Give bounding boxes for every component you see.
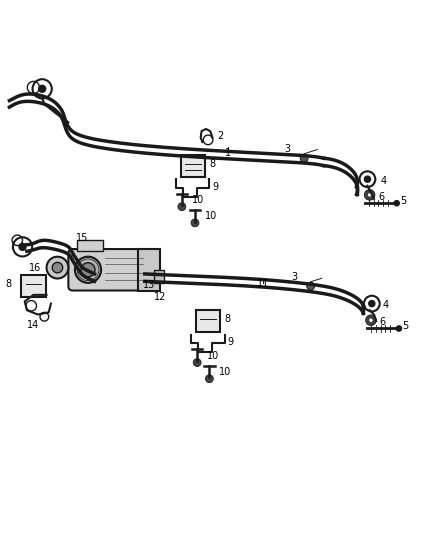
- Text: 9: 9: [228, 337, 234, 347]
- FancyBboxPatch shape: [180, 155, 205, 177]
- Text: 3: 3: [285, 144, 291, 155]
- Text: 6: 6: [378, 192, 385, 202]
- FancyBboxPatch shape: [196, 310, 220, 332]
- Text: 8: 8: [5, 279, 11, 289]
- FancyBboxPatch shape: [77, 240, 103, 251]
- Text: 4: 4: [383, 300, 389, 310]
- Text: 12: 12: [153, 292, 166, 302]
- Text: 16: 16: [29, 263, 41, 272]
- Text: 4: 4: [381, 176, 387, 187]
- Text: 8: 8: [225, 314, 231, 324]
- Circle shape: [52, 262, 63, 273]
- Text: 14: 14: [27, 320, 39, 330]
- Text: 8: 8: [209, 159, 215, 169]
- Text: 11: 11: [257, 279, 269, 289]
- Text: 15: 15: [76, 233, 88, 243]
- Circle shape: [205, 375, 213, 383]
- FancyBboxPatch shape: [153, 270, 164, 282]
- Text: 1: 1: [225, 148, 231, 158]
- Text: 10: 10: [219, 367, 231, 377]
- FancyBboxPatch shape: [68, 249, 151, 290]
- Text: 5: 5: [403, 321, 409, 331]
- Circle shape: [300, 154, 308, 162]
- Text: 13: 13: [143, 280, 155, 290]
- Circle shape: [307, 282, 314, 290]
- Text: 10: 10: [191, 195, 204, 205]
- Circle shape: [369, 301, 375, 306]
- Text: 10: 10: [207, 351, 219, 360]
- Text: 3: 3: [291, 272, 297, 282]
- Circle shape: [396, 326, 402, 331]
- FancyBboxPatch shape: [21, 275, 46, 297]
- Circle shape: [81, 263, 95, 277]
- Circle shape: [19, 244, 26, 251]
- Circle shape: [394, 200, 399, 206]
- Text: 10: 10: [205, 211, 217, 221]
- Text: 5: 5: [400, 196, 406, 206]
- Circle shape: [39, 85, 46, 92]
- Circle shape: [367, 193, 372, 197]
- Text: 6: 6: [380, 317, 386, 327]
- Circle shape: [364, 190, 375, 200]
- Circle shape: [75, 257, 101, 283]
- Text: 2: 2: [217, 131, 223, 141]
- Circle shape: [178, 203, 186, 211]
- Circle shape: [193, 359, 201, 367]
- Text: 9: 9: [212, 182, 219, 191]
- Circle shape: [191, 219, 199, 227]
- Circle shape: [46, 257, 68, 279]
- FancyBboxPatch shape: [138, 249, 160, 290]
- Circle shape: [364, 176, 371, 182]
- Circle shape: [366, 315, 376, 326]
- Circle shape: [369, 318, 373, 322]
